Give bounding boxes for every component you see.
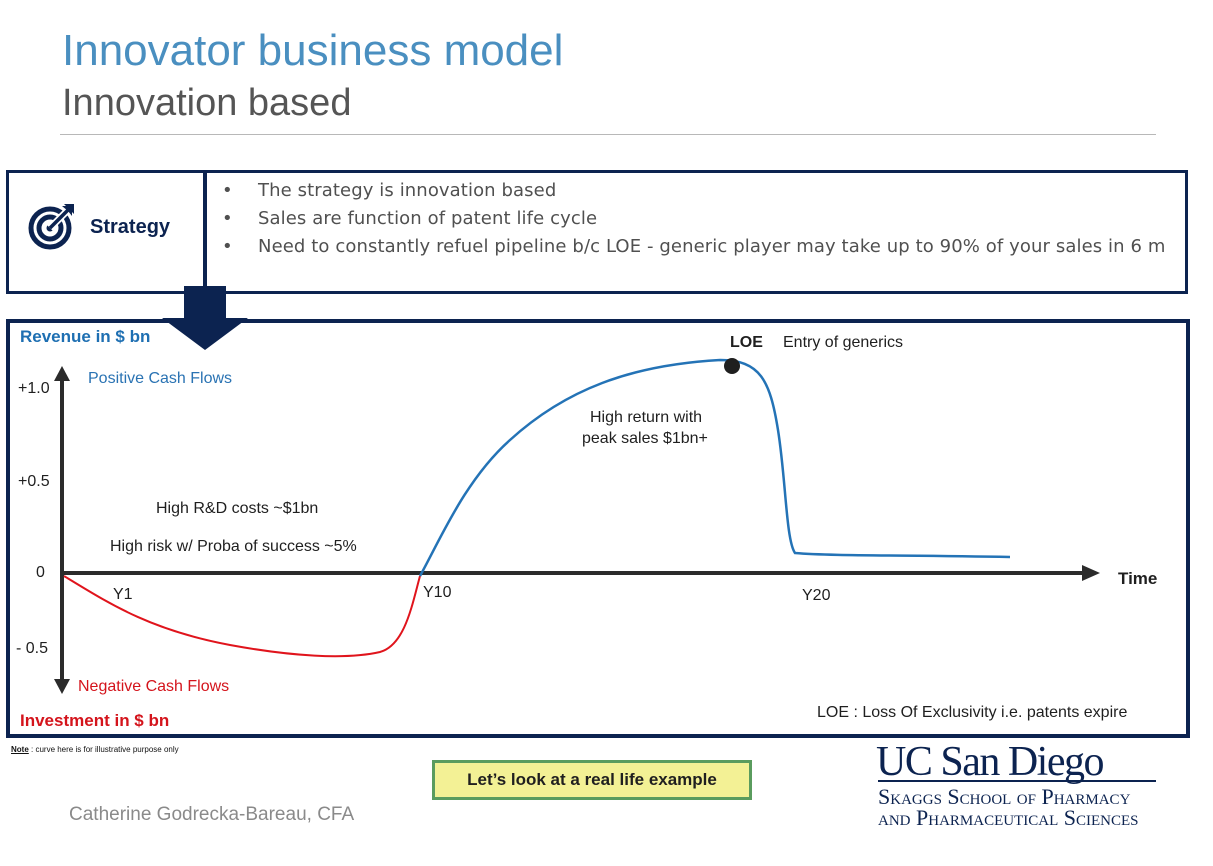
x-tick-label: Y20 [802,587,831,604]
author-name: Catherine Godrecka-Bareau, CFA [69,804,355,825]
y-axis-bottom-label: Investment in $ bn [20,711,170,730]
y-tick-label: +0.5 [18,473,50,490]
page-title: Innovator business model [62,26,564,75]
note-text: : curve here is for illustrative purpose… [28,745,179,754]
y-tick-label: 0 [36,564,45,581]
logo-school-line1: Skaggs School of Pharmacy [878,784,1131,809]
logo-divider [878,780,1156,782]
x-axis-label: Time [1118,569,1158,588]
x-axis-arrow-icon [1082,565,1100,581]
bullet-marker: • [222,236,233,257]
y-axis-arrow-down-icon [54,679,70,694]
strategy-label: Strategy [90,216,171,238]
x-tick-label: Y1 [113,586,133,603]
bullet-text: The strategy is innovation based [258,180,557,201]
peak-sales-annotation: peak sales $1bn+ [582,430,708,447]
negative-cashflows-label: Negative Cash Flows [78,678,230,695]
y-axis-top-label: Revenue in $ bn [20,327,151,346]
real-life-example-button[interactable]: Let’s look at a real life example [432,760,752,800]
bullet-marker: • [222,180,233,201]
loe-definition: LOE : Loss Of Exclusivity i.e. patents e… [817,704,1128,721]
y-axis-arrow-up-icon [54,366,70,381]
title-divider [60,134,1156,135]
footer-note: Note : curve here is for illustrative pu… [11,745,179,754]
y-tick-label: - 0.5 [16,640,49,657]
down-arrow-icon [162,286,248,350]
positive-cashflows-label: Positive Cash Flows [88,370,233,387]
strategy-panel [6,170,1188,294]
rd-costs-annotation: High R&D costs ~$1bn [156,500,319,517]
loe-marker [724,358,740,374]
logo-school-line2: and Pharmaceutical Sciences [878,805,1139,830]
strategy-panel-divider [203,170,207,294]
bullet-marker: • [222,208,233,229]
note-label: Note [11,745,29,754]
page-subtitle: Innovation based [62,82,352,124]
high-return-annotation: High return with [590,409,703,426]
loe-entry-label: Entry of generics [783,334,904,351]
x-tick-label: Y10 [423,584,452,601]
diagram-frame [6,319,1190,738]
bullet-text: Need to constantly refuel pipeline b/c L… [258,236,1166,257]
ucsd-logo: UC San Diego [876,739,1105,785]
y-tick-label: +1.0 [18,380,50,397]
bullet-text: Sales are function of patent life cycle [258,208,598,229]
negative-cashflow-curve [63,575,421,658]
target-arrow-icon [28,204,74,250]
positive-cashflow-curve [418,358,1011,577]
loe-title: LOE [730,334,763,351]
risk-annotation: High risk w/ Proba of success ~5% [110,538,357,555]
